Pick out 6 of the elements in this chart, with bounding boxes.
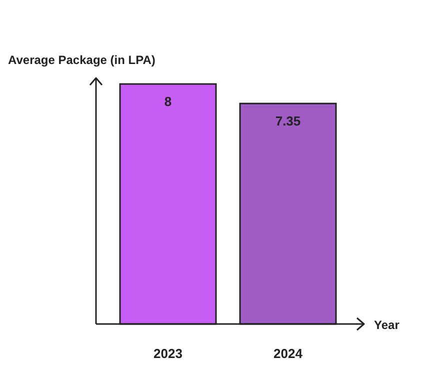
x-axis-title: Year: [374, 318, 400, 332]
x-tick-label: 2023: [154, 346, 182, 361]
x-tick-label: 2024: [274, 346, 304, 361]
y-axis-title: Average Package (in LPA): [8, 53, 156, 67]
data-label: 7.35: [275, 114, 301, 128]
data-label: 8: [164, 94, 172, 109]
